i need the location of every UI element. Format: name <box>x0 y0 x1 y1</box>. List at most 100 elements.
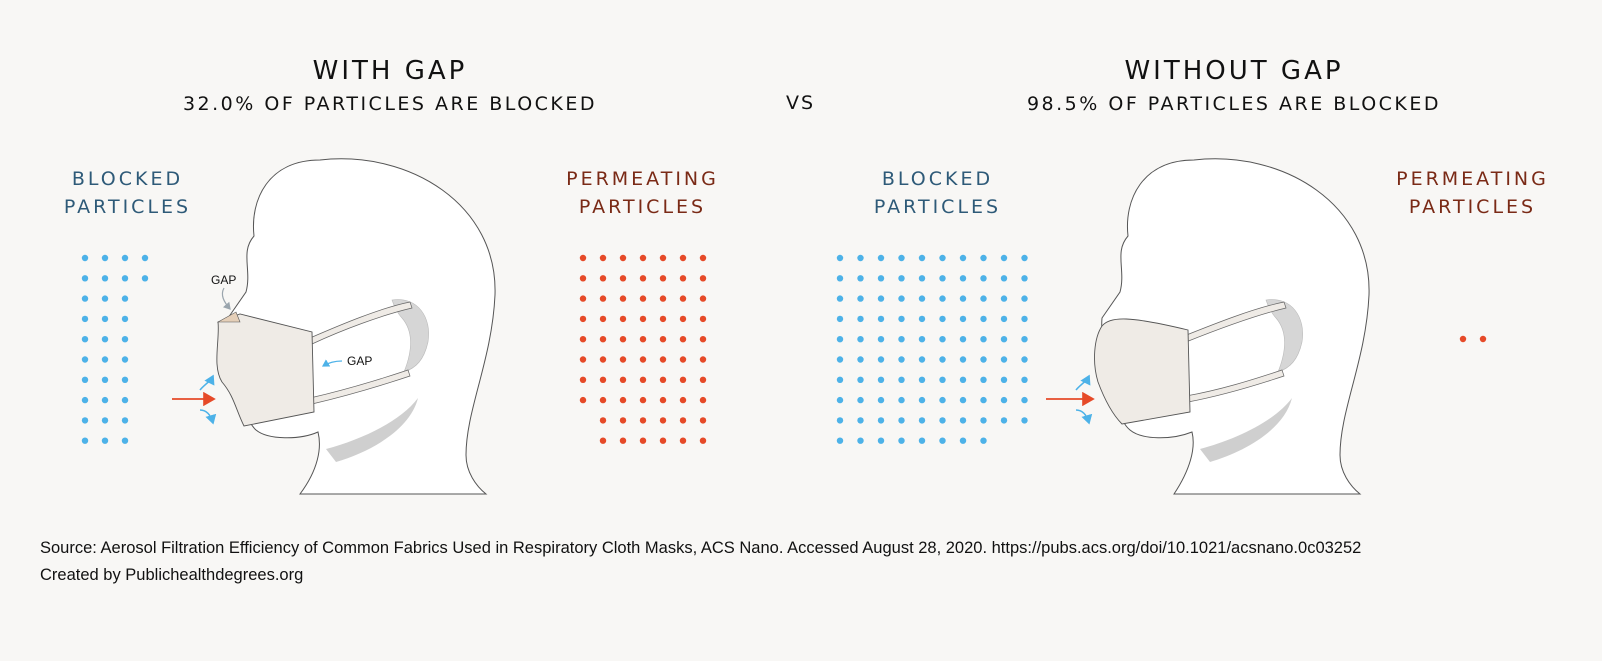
left-permeating-label-line1: PERMEATING <box>566 168 719 190</box>
blocked-particle <box>81 254 89 262</box>
permeating-particle <box>639 275 647 282</box>
right-permeating-label: PERMEATING PARTICLES <box>1375 165 1570 221</box>
blocked-particle <box>121 254 129 262</box>
blocked-particle <box>857 417 864 424</box>
blocked-particle <box>836 437 844 444</box>
vs-label: VS <box>786 92 816 114</box>
permeating-particle <box>639 356 647 363</box>
blocked-particle <box>959 356 967 363</box>
source-footer: Source: Aerosol Filtration Efficiency of… <box>40 535 1361 589</box>
right-blocked-label-line1: BLOCKED <box>881 168 994 190</box>
blocked-particle <box>980 417 987 424</box>
blocked-particle <box>877 437 885 444</box>
permeating-particle <box>699 396 707 404</box>
permeating-particle <box>699 437 707 444</box>
permeating-particle <box>699 295 707 302</box>
permeating-particle <box>699 315 707 323</box>
blocked-particle <box>836 315 844 323</box>
blocked-particle <box>1021 275 1028 282</box>
permeating-particle <box>639 417 647 424</box>
blocked-particle <box>939 356 946 363</box>
permeating-particle <box>599 396 607 404</box>
left-gap-side-arrow <box>321 359 343 367</box>
blocked-particle <box>898 376 905 383</box>
blocked-particle <box>1000 356 1008 363</box>
blocked-particle <box>1000 336 1008 343</box>
blocked-particle <box>980 396 987 404</box>
blocked-particle <box>877 356 885 363</box>
blocked-particle <box>877 275 885 282</box>
blocked-particle <box>898 295 905 302</box>
left-permeating-particles <box>579 254 707 444</box>
blocked-particle <box>980 336 987 343</box>
blocked-particle <box>980 376 987 383</box>
blocked-particle <box>898 315 905 323</box>
blocked-particle <box>877 417 885 424</box>
blocked-particle <box>939 275 946 282</box>
blocked-particle <box>918 254 926 262</box>
blocked-particle <box>959 254 967 262</box>
permeating-particle <box>699 275 707 282</box>
right-blocked-particles <box>836 254 1028 444</box>
permeating-particle <box>599 376 607 383</box>
blocked-particle <box>1021 376 1028 383</box>
blocked-particle <box>101 376 109 383</box>
blocked-particle <box>939 396 946 404</box>
blocked-particle <box>81 315 89 323</box>
permeating-particle <box>659 315 667 323</box>
blocked-particle <box>1021 417 1028 424</box>
source-citation: Source: Aerosol Filtration Efficiency of… <box>40 539 1362 557</box>
permeating-particle <box>599 356 607 363</box>
blocked-particle <box>959 295 967 302</box>
blocked-particle <box>939 336 946 343</box>
blocked-particle <box>857 376 864 383</box>
left-neck-shadow <box>326 398 418 462</box>
blocked-particle <box>836 356 844 363</box>
permeating-particle <box>699 336 707 343</box>
blocked-particle <box>857 295 864 302</box>
permeating-particle <box>619 376 627 383</box>
blocked-particle <box>121 315 129 323</box>
blocked-particle <box>836 417 844 424</box>
permeating-particle <box>679 437 687 444</box>
blocked-particle <box>959 275 967 282</box>
left-panel-title: WITH GAP <box>312 56 468 86</box>
blocked-particle <box>939 254 946 262</box>
blocked-particle <box>918 275 926 282</box>
blocked-particle <box>877 376 885 383</box>
left-permeating-label-line2: PARTICLES <box>578 196 707 218</box>
blocked-particle <box>81 356 89 363</box>
blocked-particle <box>101 254 109 262</box>
blocked-particle <box>121 336 129 343</box>
blocked-particle <box>836 336 844 343</box>
blocked-particle <box>81 336 89 343</box>
right-deflect-up-arrow <box>1075 374 1091 391</box>
blocked-particle <box>959 315 967 323</box>
permeating-particle <box>639 437 647 444</box>
blocked-particle <box>101 315 109 323</box>
blocked-particle <box>918 417 926 424</box>
permeating-particle <box>619 417 627 424</box>
permeating-particle <box>659 437 667 444</box>
permeating-particle <box>619 295 627 302</box>
blocked-particle <box>980 437 987 444</box>
permeating-particle <box>599 336 607 343</box>
permeating-particle <box>579 315 587 323</box>
blocked-particle <box>898 396 905 404</box>
blocked-particle <box>101 417 109 424</box>
blocked-particle <box>121 437 129 444</box>
left-strap-top <box>309 301 413 345</box>
permeating-particle <box>619 336 627 343</box>
blocked-particle <box>857 437 864 444</box>
permeating-particle <box>639 396 647 404</box>
blocked-particle <box>959 376 967 383</box>
permeating-particle <box>1459 335 1467 343</box>
left-permeating-label: PERMEATING PARTICLES <box>545 165 740 221</box>
blocked-particle <box>857 254 864 262</box>
permeating-particle <box>619 396 627 404</box>
permeating-particle <box>679 336 687 343</box>
permeating-particle <box>639 295 647 302</box>
blocked-particle <box>121 356 129 363</box>
left-head-illustration: GAP GAP <box>172 158 496 495</box>
blocked-particle <box>1021 356 1028 363</box>
